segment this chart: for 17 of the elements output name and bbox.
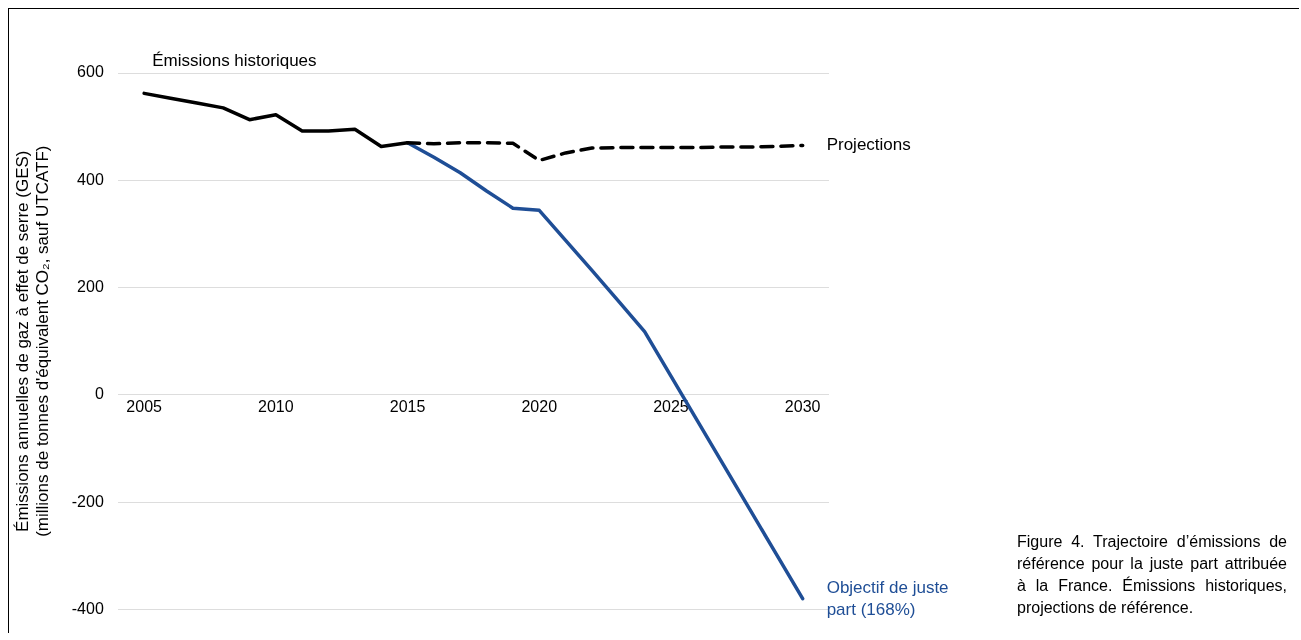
x-tick-label: 2005 — [126, 397, 163, 415]
y-tick-label: 400 — [77, 170, 104, 188]
x-tick-label: 2015 — [389, 397, 426, 415]
y-tick-label: -400 — [71, 599, 104, 617]
y-tick-label: 600 — [77, 63, 104, 81]
x-tick-label: 2020 — [521, 397, 558, 415]
x-tick-label: 2025 — [653, 397, 689, 415]
series-label: Objectif de juste part (168%) — [826, 578, 949, 620]
caption: Figure 4. Trajectoire d’émissions de référence pour la juste part attribuée à la France. Émissions historiques, projections de référence. — [1017, 532, 1287, 618]
y-axis-title: Émissions annuelles de gaz à effet de serre (GES) (millions de tonnes d'équivalent CO₂, sauf UTCATF) — [12, 145, 53, 537]
y-tick-label: 0 — [94, 385, 104, 403]
y-tick-label: 200 — [77, 277, 104, 295]
x-tick-label: 2030 — [784, 397, 821, 415]
y-tick-label: -200 — [71, 492, 104, 510]
series-label: Projections — [826, 135, 911, 155]
series-label: Émissions historiques — [152, 51, 317, 71]
x-tick-label: 2010 — [258, 397, 294, 415]
